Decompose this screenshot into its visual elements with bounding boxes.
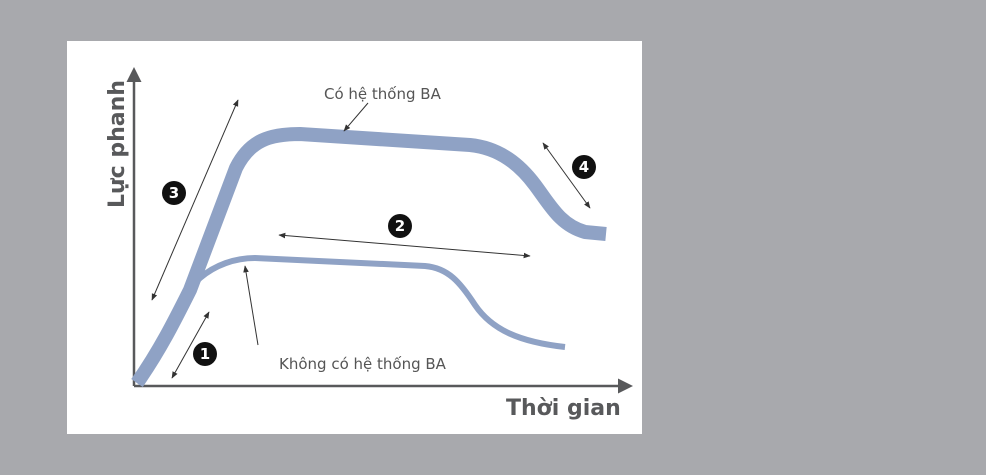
- phase-3-arrow: [151, 99, 239, 301]
- x-axis-label: Thời gian: [506, 396, 621, 421]
- phase-4-badge: 4: [572, 155, 596, 179]
- y-axis-label: Lực phanh: [105, 80, 130, 208]
- curve-with-ba-label: Có hệ thống BA: [324, 85, 442, 103]
- phase-2-arrow: [278, 232, 531, 259]
- phase-1-badge: 1: [193, 342, 217, 366]
- phase-2-badge: 2: [388, 214, 412, 238]
- svg-text:2: 2: [395, 217, 405, 235]
- svg-text:1: 1: [200, 345, 210, 363]
- svg-text:3: 3: [169, 184, 179, 202]
- without-ba-pointer: [243, 265, 259, 346]
- phase-1-arrow: [171, 311, 210, 379]
- curve-without-ba-label: Không có hệ thống BA: [279, 355, 447, 373]
- phase-3-badge: 3: [162, 181, 186, 205]
- with-ba-pointer: [343, 102, 369, 132]
- phase-4-arrow: [542, 142, 591, 209]
- svg-text:4: 4: [579, 158, 589, 176]
